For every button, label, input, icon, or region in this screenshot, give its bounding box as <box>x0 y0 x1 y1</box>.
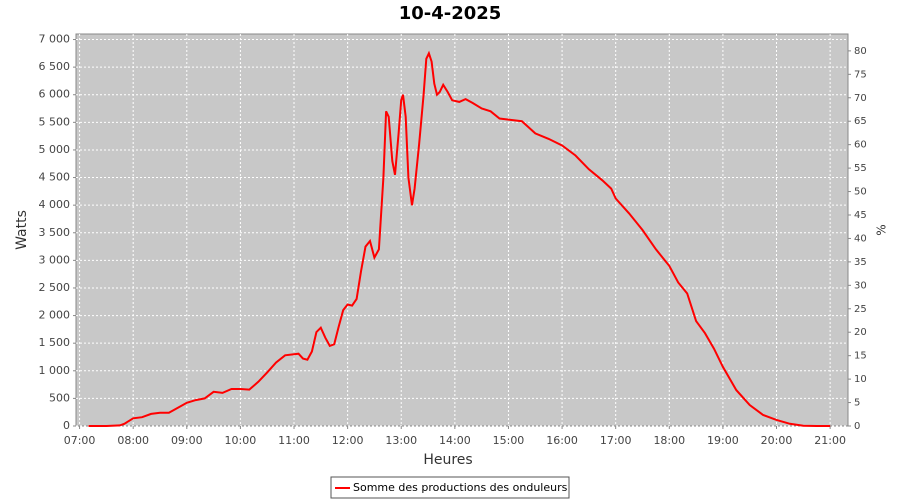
x-tick-label: 08:00 <box>117 434 149 447</box>
y-tick-label: 1 500 <box>39 336 71 349</box>
y2-tick-label: 50 <box>854 187 867 198</box>
y2-tick-label: 35 <box>854 257 867 268</box>
y-tick-label: 2 000 <box>39 309 71 322</box>
y-tick-label: 5 500 <box>39 115 71 128</box>
x-tick-label: 09:00 <box>171 434 203 447</box>
y2-tick-label: 45 <box>854 210 867 221</box>
y2-tick-label: 15 <box>854 351 867 362</box>
y2-tick-label: 40 <box>854 233 867 244</box>
y2-tick-label: 65 <box>854 116 867 127</box>
y-axis-label: Watts <box>14 210 30 250</box>
chart-title: 10-4-2025 <box>399 3 502 24</box>
y2-tick-label: 70 <box>854 93 867 104</box>
y-tick-label: 0 <box>63 419 70 432</box>
x-tick-label: 07:00 <box>64 434 96 447</box>
x-tick-label: 18:00 <box>653 434 685 447</box>
y-tick-label: 3 000 <box>39 253 71 266</box>
y2-tick-label: 30 <box>854 280 867 291</box>
y-tick-label: 500 <box>49 391 70 404</box>
y2-tick-label: 60 <box>854 140 867 151</box>
y2-tick-label: 20 <box>854 327 867 338</box>
x-tick-label: 17:00 <box>600 434 632 447</box>
x-tick-label: 20:00 <box>761 434 793 447</box>
x-tick-label: 19:00 <box>707 434 739 447</box>
x-tick-label: 14:00 <box>439 434 471 447</box>
y-tick-label: 1 000 <box>39 364 71 377</box>
y-tick-label: 6 000 <box>39 88 71 101</box>
y-tick-label: 3 500 <box>39 226 71 239</box>
y2-tick-label: 55 <box>854 163 867 174</box>
y2-tick-label: 10 <box>854 374 867 385</box>
y2-tick-label: 75 <box>854 69 867 80</box>
x-tick-label: 10:00 <box>225 434 257 447</box>
x-tick-label: 12:00 <box>332 434 364 447</box>
y-tick-label: 4 500 <box>39 171 71 184</box>
x-axis-label: Heures <box>423 452 472 468</box>
y2-tick-label: 0 <box>854 421 860 432</box>
y-tick-label: 7 000 <box>39 33 71 46</box>
x-tick-label: 11:00 <box>278 434 310 447</box>
x-tick-label: 16:00 <box>546 434 578 447</box>
x-tick-label: 13:00 <box>385 434 417 447</box>
legend-label: Somme des productions des onduleurs <box>353 481 568 494</box>
plot-area <box>75 33 849 427</box>
x-tick-label: 21:00 <box>814 434 846 447</box>
legend: Somme des productions des onduleurs <box>330 476 570 499</box>
y-tick-label: 2 500 <box>39 281 71 294</box>
legend-box <box>330 476 570 499</box>
data-line <box>88 50 831 427</box>
y-tick-label: 4 000 <box>39 198 71 211</box>
x-tick-label: 15:00 <box>493 434 525 447</box>
y2-tick-label: 80 <box>854 46 867 57</box>
y2-tick-label: 5 <box>854 398 860 409</box>
y2-axis-label: % <box>875 224 889 235</box>
y-tick-label: 6 500 <box>39 60 71 73</box>
y-tick-label: 5 000 <box>39 143 71 156</box>
y2-tick-label: 25 <box>854 304 867 315</box>
